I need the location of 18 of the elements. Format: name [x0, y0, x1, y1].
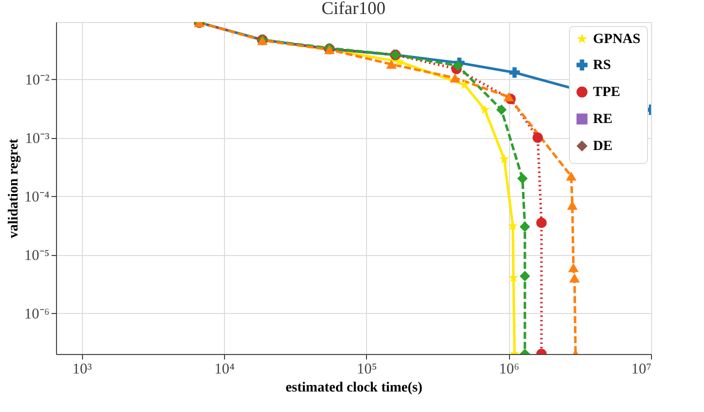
y-tick-label: 10⁻⁴	[24, 190, 50, 206]
legend-label: RE	[593, 112, 612, 127]
chart-title: Cifar100	[322, 0, 386, 18]
y-tick-label: 10⁻⁵	[24, 248, 50, 264]
legend-label: DE	[593, 139, 612, 154]
x-axis-title: estimated clock time(s)	[286, 380, 423, 396]
x-tick-label: 10⁶	[499, 362, 520, 378]
x-tick-label: 10⁴	[214, 362, 235, 378]
x-tick-label: 10³	[72, 362, 92, 378]
y-tick-label: 10⁻³	[25, 131, 50, 148]
y-tick-label: 10⁻⁶	[24, 306, 50, 323]
y-axis-title: validation regret	[6, 138, 22, 238]
x-tick-label: 10⁵	[356, 362, 377, 378]
legend-label: RS	[593, 58, 612, 73]
legend-label: TPE	[593, 85, 620, 100]
x-tick-label: 10⁷	[631, 362, 652, 378]
legend-label: GPNAS	[593, 32, 641, 47]
y-tick-label: 10⁻²	[25, 72, 50, 89]
